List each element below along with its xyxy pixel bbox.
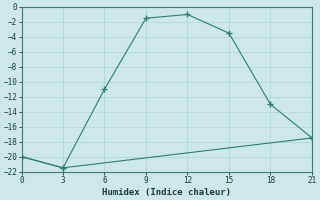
X-axis label: Humidex (Indice chaleur): Humidex (Indice chaleur) — [102, 188, 231, 197]
